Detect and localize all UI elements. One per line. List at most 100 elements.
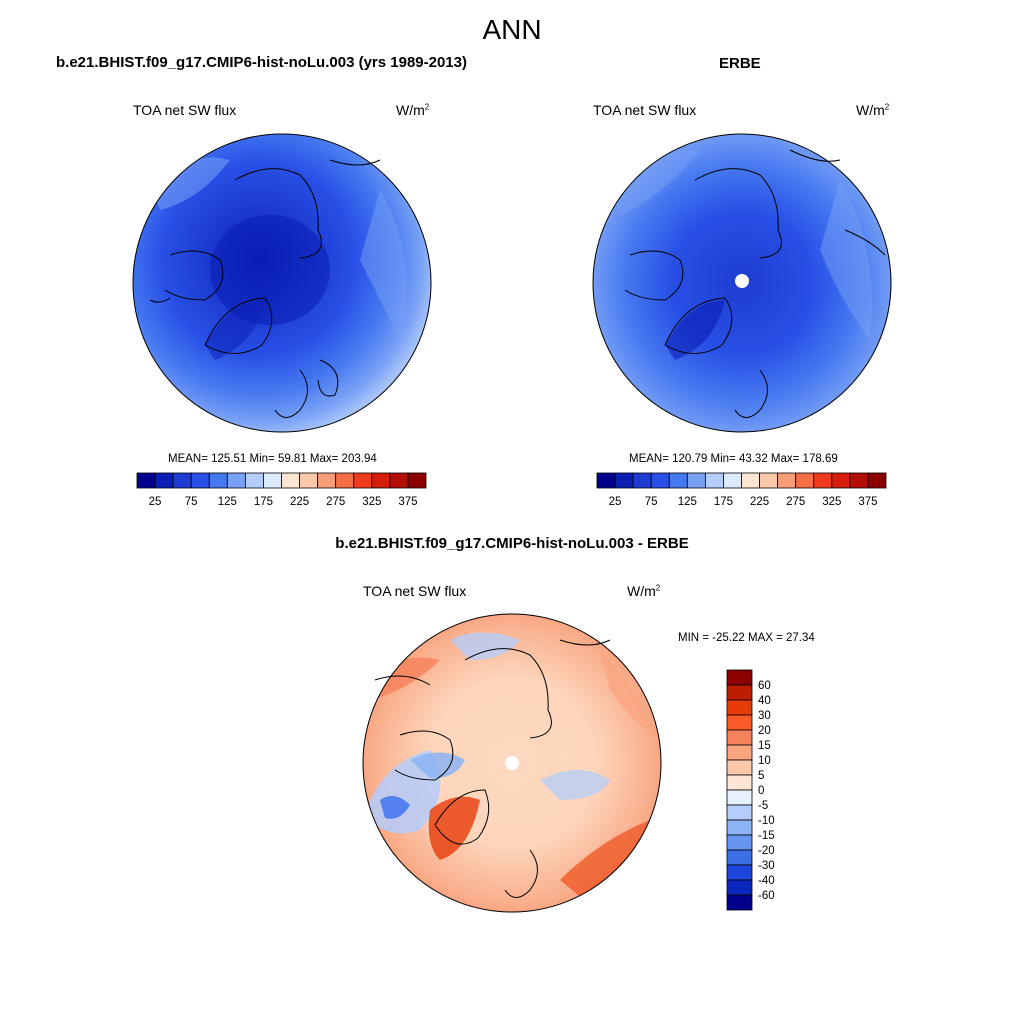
panel-3-colorbar-box: [726, 684, 753, 701]
panel-2-stats: MEAN= 120.79 Min= 43.32 Max= 178.69: [629, 453, 838, 465]
panel-3-variable: TOA net SW flux: [363, 583, 467, 599]
panel-3-colorbar: 60 40 30 20 15 10 5 0 -5 -10 -15 -20 -30 -40 -60: [726, 669, 775, 911]
panel-2-variable: TOA net SW flux: [593, 102, 697, 118]
panel-1-colorbar-box: [371, 472, 391, 489]
panel-3-colorbar-box: [726, 804, 753, 821]
panel-3-colorbar-box: [726, 894, 753, 911]
panel-1-colorbar: 25 75 125 175 225 275 325 375: [136, 472, 427, 508]
panel-1-colorbar-tick-label: 75: [185, 496, 198, 508]
panel-1-colorbar-box: [154, 472, 174, 489]
panel-1-colorbar-box: [226, 472, 246, 489]
panel-3-colorbar-box: [726, 669, 753, 686]
panel-2-colorbar-box: [596, 472, 616, 489]
panel-3-colorbar-tick-label: 10: [758, 755, 771, 767]
panel-2-colorbar-box: [686, 472, 706, 489]
panel-2-colorbar-tick-label: 275: [786, 496, 805, 508]
panel-3-stats: MIN = -25.22 MAX = 27.34: [678, 632, 815, 644]
panel-3-colorbar-tick-label: -30: [758, 860, 775, 872]
panel-1-colorbar-box: [335, 472, 355, 489]
panel-3-colorbar-tick-label: 0: [758, 785, 764, 797]
panel-3-colorbar-box: [726, 774, 753, 791]
panel-1-colorbar-tick-label: 325: [362, 496, 381, 508]
panel-2-colorbar-box: [741, 472, 760, 489]
panel-1-colorbar-tick-label: 275: [326, 496, 345, 508]
panel-2-colorbar-box: [614, 472, 634, 489]
panel-3-colorbar-tick-label: -10: [758, 815, 775, 827]
panel-3-pole-hole: [505, 756, 519, 770]
panel-1-colorbar-tick-label: 125: [218, 496, 237, 508]
panel-2-colorbar-tick-label: 125: [678, 496, 697, 508]
panel-1-colorbar-box: [353, 472, 373, 489]
panel-3-colorbar-box: [726, 864, 753, 881]
panel-2-colorbar-box: [831, 472, 851, 489]
panel-3-colorbar-box: [726, 744, 753, 761]
panel-1-colorbar-box: [136, 472, 156, 489]
panel-3-map: [362, 613, 662, 913]
panel-3-colorbar-box: [726, 714, 753, 731]
panel-3-colorbar-tick-label: 30: [758, 710, 771, 722]
panel-3-colorbar-box: [726, 759, 753, 776]
panel-3-colorbar-tick-label: 60: [758, 680, 771, 692]
panel-3-colorbar-tick-label: -60: [758, 890, 775, 902]
panel-3-colorbar-box: [726, 699, 753, 716]
panel-2-colorbar-tick-label: 375: [858, 496, 877, 508]
panel-2-colorbar-box: [704, 472, 724, 489]
panel-1-colorbar-box: [407, 472, 427, 489]
panel-1-colorbar-box: [190, 472, 210, 489]
panel-1-colorbar-box: [317, 472, 337, 489]
panel-1-colorbar-tick-label: 25: [149, 496, 162, 508]
panel-2-colorbar-box: [650, 472, 670, 489]
panel-1-colorbar-box: [389, 472, 409, 489]
panel-3-colorbar-tick-label: -15: [758, 830, 775, 842]
panel-1-colorbar-tick-label: 225: [290, 496, 309, 508]
panel-2-colorbar-box: [795, 472, 815, 489]
panel-1-colorbar-tick-label: 375: [398, 496, 417, 508]
panel-3-colorbar-box: [726, 819, 753, 836]
panel-2-colorbar-tick-label: 225: [750, 496, 769, 508]
panel-2-colorbar: 25 75 125 175 225 275 325 375: [596, 472, 887, 508]
panel-3-colorbar-tick-label: 5: [758, 770, 764, 782]
panel-2-colorbar-box: [849, 472, 869, 489]
figure-title: ANN: [482, 14, 542, 45]
panel-2-colorbar-box: [632, 472, 652, 489]
panel-3-colorbar-tick-label: 15: [758, 740, 771, 752]
panel-2-map: [592, 133, 892, 433]
panel-1-colorbar-box: [172, 472, 192, 489]
panel-3-header: b.e21.BHIST.f09_g17.CMIP6-hist-noLu.003 …: [335, 535, 689, 552]
panel-1-colorbar-box: [208, 472, 228, 489]
panel-1-colorbar-box: [281, 472, 300, 489]
panel-3-colorbar-tick-label: -5: [758, 800, 768, 812]
panel-2-colorbar-tick-label: 25: [609, 496, 622, 508]
panel-2-colorbar-tick-label: 75: [645, 496, 658, 508]
panel-1-units: W/m2: [396, 102, 430, 118]
panel-3-colorbar-tick-label: -40: [758, 875, 775, 887]
panel-2-colorbar-box: [867, 472, 887, 489]
panel-2-units: W/m2: [856, 102, 890, 118]
panel-1-colorbar-box: [244, 472, 264, 489]
panel-2-colorbar-box: [759, 472, 779, 489]
panel-2-colorbar-box: [813, 472, 833, 489]
panel-1-colorbar-tick-label: 175: [254, 496, 273, 508]
panel-2-colorbar-box: [777, 472, 797, 489]
panel-2-colorbar-tick-label: 175: [714, 496, 733, 508]
panel-1-stats: MEAN= 125.51 Min= 59.81 Max= 203.94: [168, 453, 377, 465]
panel-3-colorbar-tick-label: 20: [758, 725, 771, 737]
panel-3-colorbar-box: [726, 849, 753, 866]
panel-3-colorbar-box: [726, 789, 753, 806]
panel-3-colorbar-box: [726, 729, 753, 746]
panel-1-map: [132, 133, 432, 433]
panel-3-colorbar-tick-label: -20: [758, 845, 775, 857]
panel-1-colorbar-box: [299, 472, 319, 489]
panel-2-colorbar-box: [668, 472, 688, 489]
panel-1-colorbar-box: [263, 472, 282, 489]
panel-2-colorbar-box: [723, 472, 742, 489]
panel-3-colorbar-box: [726, 834, 753, 851]
panel-3-colorbar-tick-label: 40: [758, 695, 771, 707]
panel-2-pole-hole: [735, 274, 749, 288]
panel-1-header: b.e21.BHIST.f09_g17.CMIP6-hist-noLu.003 …: [56, 54, 467, 71]
panel-3-units: W/m2: [627, 583, 661, 599]
panel-2-header: ERBE: [719, 55, 761, 72]
panel-3-colorbar-box: [726, 879, 753, 896]
panel-1-variable: TOA net SW flux: [133, 102, 237, 118]
